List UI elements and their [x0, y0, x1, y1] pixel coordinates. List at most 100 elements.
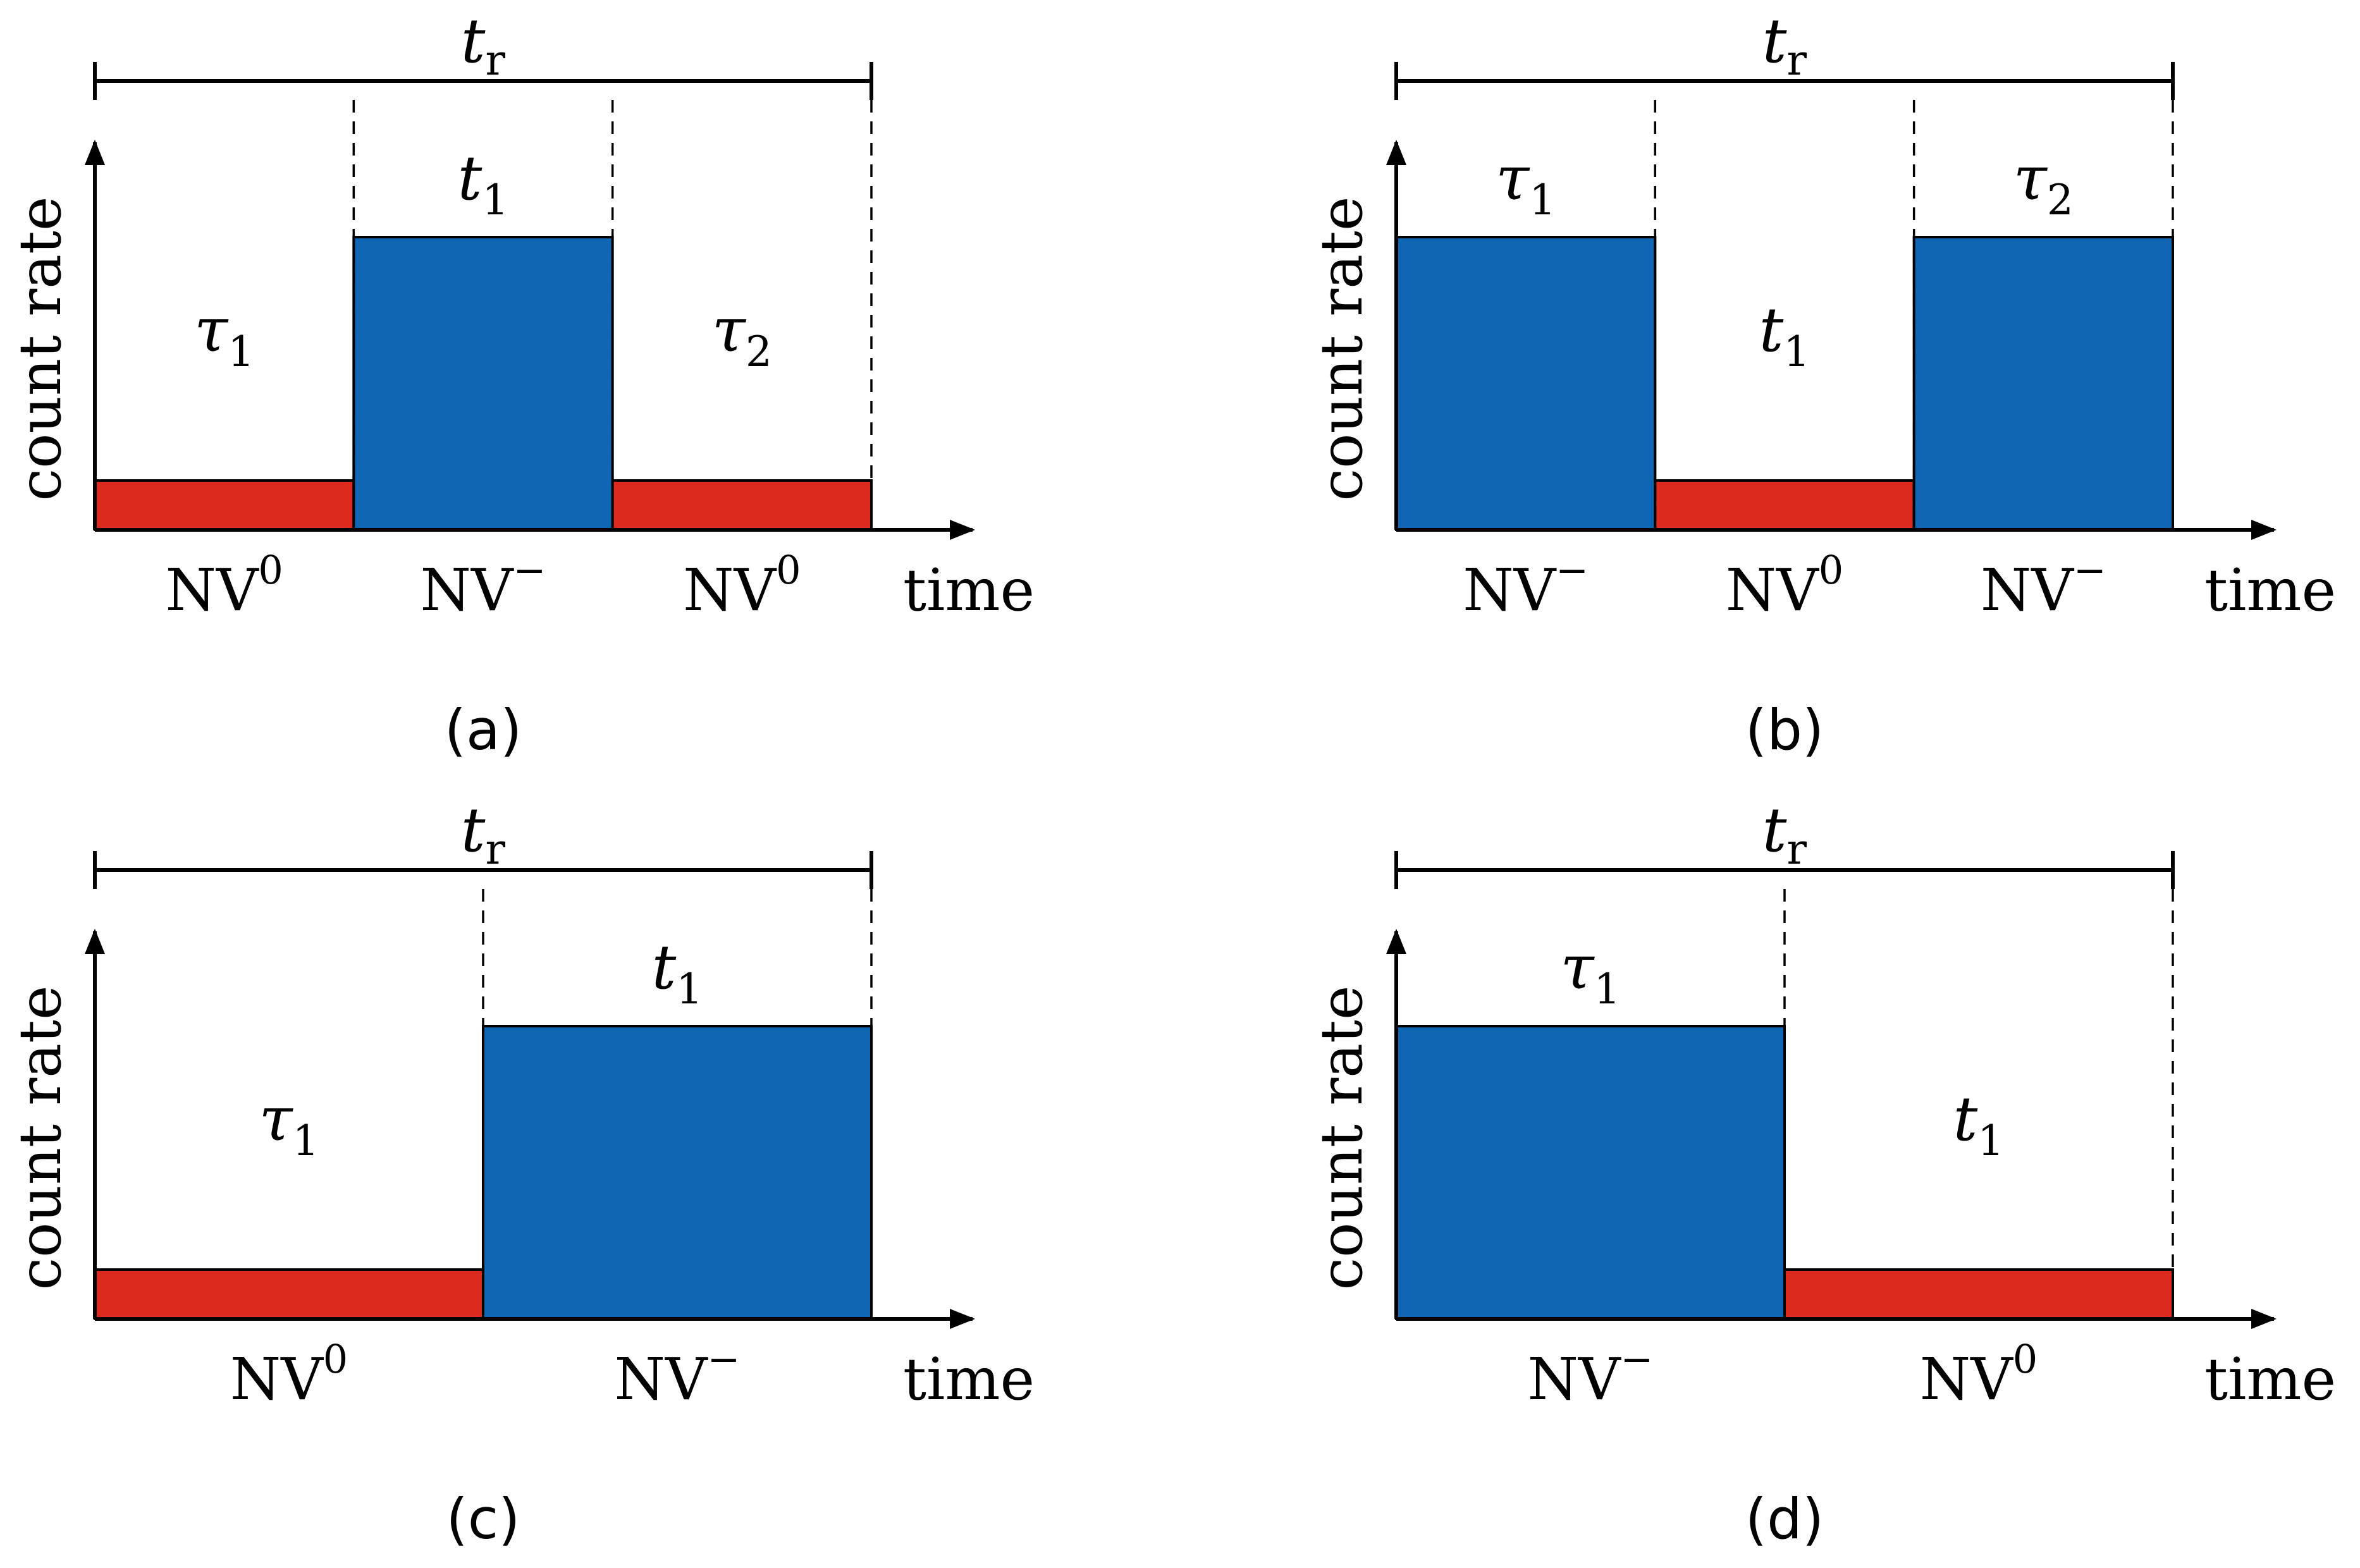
duration-label-main: τ	[194, 295, 229, 365]
duration-label-main: τ	[712, 295, 747, 365]
state-label-main: NV	[1920, 1345, 2014, 1413]
duration-label-script: 1	[1783, 328, 1810, 376]
state-label-script: 0	[776, 547, 801, 593]
nv-zero-bar	[94, 479, 355, 531]
state-label-script: −	[2074, 547, 2106, 593]
state-label: NV0	[1920, 1336, 2037, 1413]
duration-label: τ1	[1496, 143, 1556, 224]
duration-label: τ1	[1560, 932, 1620, 1014]
duration-label-script: 2	[2047, 176, 2074, 224]
state-label-script: 0	[1819, 547, 1843, 593]
duration-label-main: τ	[2013, 143, 2048, 214]
nv-zero-bar	[1654, 479, 1915, 531]
state-label-script: 0	[2013, 1336, 2037, 1382]
state-label: NV−	[421, 547, 546, 624]
state-label-script: −	[1621, 1336, 1654, 1382]
state-label: NV0	[230, 1336, 348, 1413]
state-label-script: −	[513, 547, 546, 593]
state-label-main: NV	[1528, 1345, 1622, 1413]
nv-minus-bar	[1395, 1025, 1786, 1320]
y-axis-label: count rate	[1308, 197, 1375, 501]
duration-label: t1	[458, 143, 509, 224]
x-axis-label: time	[2204, 1345, 2336, 1413]
state-label: NV0	[1726, 547, 1843, 624]
state-label-script: 0	[258, 547, 283, 593]
duration-label-main: t	[652, 932, 677, 1003]
duration-label-script: 2	[746, 328, 772, 376]
nv-zero-bar	[94, 1268, 484, 1320]
period-label-script: r	[1787, 36, 1807, 85]
state-label: NV−	[615, 1336, 741, 1413]
duration-label-main: t	[458, 143, 482, 214]
duration-label-script: 1	[1977, 1117, 2004, 1165]
period-label-script: r	[486, 825, 506, 874]
duration-label-main: t	[1759, 295, 1784, 365]
duration-label-main: τ	[259, 1084, 293, 1155]
duration-label: τ2	[712, 295, 772, 376]
period-label-main: t	[461, 6, 486, 77]
period-label-main: t	[461, 795, 486, 866]
y-axis-label: count rate	[1308, 986, 1375, 1290]
state-label-script: −	[708, 1336, 741, 1382]
nv-minus-bar	[1395, 236, 1657, 531]
duration-label-main: τ	[1560, 932, 1595, 1003]
state-label: NV−	[1981, 547, 2106, 624]
panel-caption: (b)	[1745, 697, 1824, 763]
period-label-script: r	[1787, 825, 1807, 874]
state-label-main: NV	[421, 556, 515, 624]
x-axis-label: time	[2204, 556, 2336, 624]
duration-label: τ1	[194, 295, 254, 376]
state-label-main: NV	[1463, 556, 1557, 624]
x-axis-label: time	[903, 1345, 1035, 1413]
duration-label: t1	[1953, 1084, 2005, 1165]
duration-label-script: 1	[228, 328, 254, 376]
duration-label-script: 1	[1594, 965, 1621, 1014]
duration-label-main: τ	[1496, 143, 1530, 214]
state-label-main: NV	[165, 556, 259, 624]
nv-zero-bar	[1783, 1268, 2174, 1320]
duration-label: t1	[652, 932, 703, 1014]
duration-label-script: 1	[293, 1117, 319, 1165]
nv-minus-bar	[482, 1025, 873, 1320]
state-label-main: NV	[230, 1345, 324, 1413]
state-label: NV−	[1463, 547, 1589, 624]
state-label-main: NV	[615, 1345, 709, 1413]
nv-minus-bar	[352, 236, 614, 531]
y-axis-label: count rate	[6, 197, 74, 501]
duration-label: t1	[1759, 295, 1810, 376]
state-label-main: NV	[1726, 556, 1820, 624]
period-label-main: t	[1762, 795, 1787, 866]
duration-label: τ1	[259, 1084, 319, 1165]
nv-zero-bar	[611, 479, 873, 531]
state-label: NV0	[165, 547, 283, 624]
state-label-script: −	[1556, 547, 1589, 593]
panel-caption: (c)	[446, 1486, 520, 1552]
state-label-script: 0	[323, 1336, 348, 1382]
panel-caption: (a)	[445, 697, 522, 763]
period-label: tr	[461, 795, 506, 874]
panel-caption: (d)	[1745, 1486, 1824, 1552]
state-label-main: NV	[683, 556, 777, 624]
period-label: tr	[1762, 795, 1807, 874]
y-axis-label: count rate	[6, 986, 74, 1290]
duration-label-script: 1	[1529, 176, 1556, 224]
period-label-main: t	[1762, 6, 1787, 77]
nv-minus-bar	[1912, 236, 2175, 531]
state-label-main: NV	[1981, 556, 2075, 624]
duration-label-script: 1	[482, 176, 508, 224]
duration-label-main: t	[1953, 1084, 1978, 1155]
period-label: tr	[1762, 6, 1807, 85]
duration-label-script: 1	[676, 965, 703, 1014]
duration-label: τ2	[2013, 143, 2074, 224]
period-label: tr	[461, 6, 506, 85]
state-label: NV−	[1528, 1336, 1654, 1413]
x-axis-label: time	[903, 556, 1035, 624]
period-label-script: r	[486, 36, 506, 85]
state-label: NV0	[683, 547, 801, 624]
